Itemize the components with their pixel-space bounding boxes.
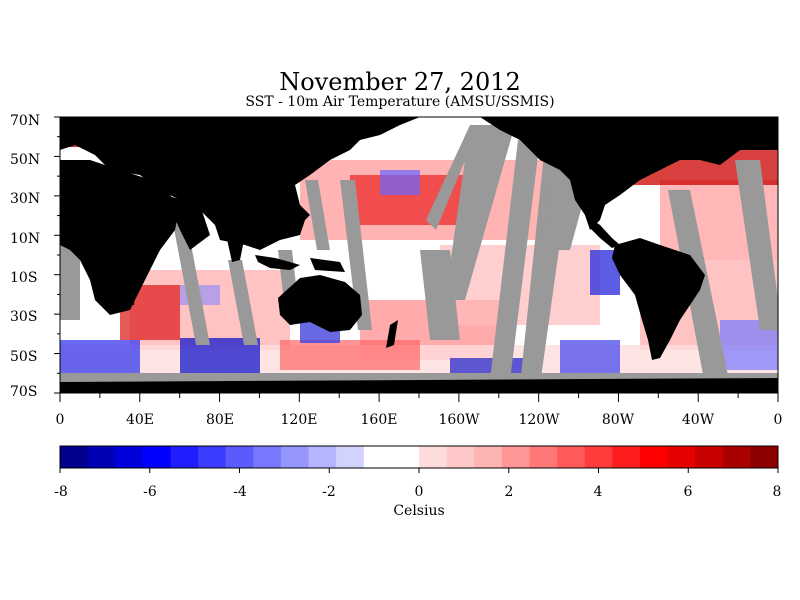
colorbar-swatch (584, 446, 613, 468)
longitude-axis: 0 40E 80E 120E 160E 160W 120W 80W 40W 0 (56, 393, 783, 428)
colorbar-swatch (115, 446, 144, 468)
colorbar-swatch (722, 446, 751, 468)
colorbar-tick-label: -4 (233, 484, 247, 500)
colorbar-swatch (612, 446, 641, 468)
south-america (612, 238, 705, 360)
lat-label: 10S (10, 270, 37, 286)
colorbar-swatch (667, 446, 696, 468)
colorbar-swatch (363, 446, 392, 468)
colorbar-tick-label: 8 (773, 484, 782, 500)
colorbar-swatch (336, 446, 365, 468)
colorbar-tick-label: -6 (143, 484, 157, 500)
colorbar-swatch (280, 446, 310, 468)
map-title: November 27, 2012 (279, 68, 521, 96)
colorbar-tick-label: 0 (415, 484, 424, 500)
lon-label: 120E (281, 412, 318, 428)
eurasia (60, 117, 420, 250)
colorbar-swatch (474, 446, 503, 468)
colorbar-swatch (557, 446, 586, 468)
australia (278, 275, 362, 332)
lat-label: 30S (10, 309, 37, 325)
colorbar-swatch (170, 446, 199, 468)
lat-label: 70S (10, 384, 37, 400)
lon-label: 0 (774, 412, 783, 428)
new-guinea (310, 258, 345, 272)
colorbar-swatch (419, 446, 448, 468)
central-america (585, 215, 620, 248)
lon-label: 40W (682, 412, 715, 428)
lat-label: 30N (10, 191, 40, 207)
colorbar-unit-label: Celsius (393, 503, 444, 519)
lat-label: 70N (10, 113, 40, 129)
colorbar-swatch (225, 446, 254, 468)
new-zealand (386, 320, 398, 348)
lon-label: 160W (438, 412, 480, 428)
colorbar-swatch (60, 446, 89, 468)
madagascar (126, 278, 136, 305)
latitude-axis: 70N 50N 30N 10N 10S 30S 50S 70S (10, 113, 60, 400)
greenland (680, 117, 760, 145)
land-masses (60, 117, 778, 393)
colorbar-swatch (446, 446, 475, 468)
colorbar-swatch (750, 446, 779, 468)
lon-label: 80W (602, 412, 635, 428)
africa (60, 160, 180, 315)
colorbar-swatch (87, 446, 116, 468)
colorbar-tick-label: 2 (505, 484, 514, 500)
colorbar-swatch (308, 446, 337, 468)
lon-label: 160E (361, 412, 398, 428)
north-america (480, 117, 778, 230)
colorbar: -8 -6 -4 -2 0 2 4 6 8 Celsius (54, 445, 782, 519)
lon-label: 0 (56, 412, 65, 428)
india (225, 230, 245, 262)
sst-anomaly-map (60, 117, 778, 393)
arabia (165, 195, 210, 250)
colorbar-tick-label: 4 (594, 484, 603, 500)
colorbar-tick-label: -8 (54, 484, 68, 500)
lon-label: 80E (206, 412, 234, 428)
lat-label: 50N (10, 152, 40, 168)
maritime-continent (255, 255, 300, 270)
lon-label: 120W (518, 412, 560, 428)
colorbar-swatch (501, 446, 530, 468)
antarctica (60, 378, 778, 393)
colorbar-swatch (253, 446, 282, 468)
colorbar-swatch (695, 446, 724, 468)
colorbar-swatch (529, 446, 558, 468)
lon-label: 40E (126, 412, 154, 428)
colorbar-tick-label: 6 (684, 484, 693, 500)
colorbar-swatch (142, 446, 171, 468)
colorbar-swatch (391, 446, 420, 468)
colorbar-swatch (639, 446, 669, 468)
lat-label: 50S (10, 349, 37, 365)
colorbar-tick-label: -2 (322, 484, 336, 500)
colorbar-ticks (59, 468, 779, 473)
colorbar-swatches (60, 446, 779, 468)
map-subtitle: SST - 10m Air Temperature (AMSU/SSMIS) (245, 94, 555, 110)
colorbar-swatch (198, 446, 227, 468)
lat-label: 10N (10, 231, 40, 247)
